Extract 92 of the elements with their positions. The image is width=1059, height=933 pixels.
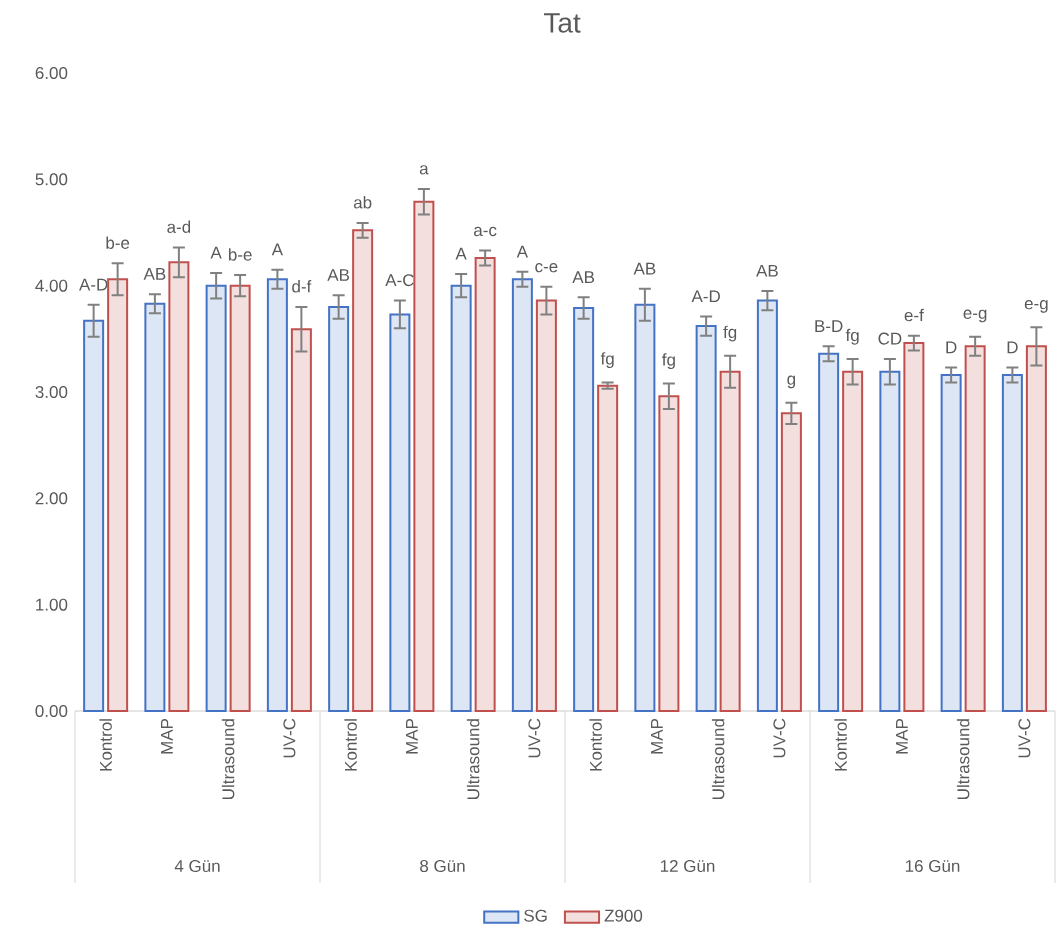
x-tick-label: Kontrol — [834, 719, 847, 771]
y-tick-label: 0.00 — [35, 705, 68, 718]
data-label: fg — [662, 353, 675, 370]
legend-label: SG — [524, 909, 547, 922]
bar — [511, 278, 533, 712]
bar — [1025, 345, 1047, 712]
data-label: g — [787, 375, 796, 389]
y-tick-label: 6.00 — [35, 67, 68, 80]
data-label: D — [946, 341, 957, 354]
x-tick-label: UV-C — [283, 718, 296, 758]
bar — [535, 299, 557, 712]
data-label: fg — [600, 352, 614, 369]
bar — [266, 278, 288, 712]
bar — [450, 284, 472, 712]
data-label: AB — [572, 271, 595, 283]
bar — [83, 319, 105, 712]
data-label: a-c — [474, 226, 497, 237]
data-label: A — [516, 245, 528, 258]
text: 4 Gün — [174, 860, 220, 873]
x-tick-label: Kontrol — [589, 719, 602, 771]
legend-label: Z900 — [604, 909, 643, 922]
bar — [597, 384, 619, 712]
y-tick-label: 2.00 — [35, 492, 68, 505]
data-label: a — [419, 165, 429, 175]
bar — [818, 352, 840, 712]
x-tick-label: Ultrasound — [221, 719, 235, 799]
bar — [634, 303, 656, 712]
bar — [695, 325, 717, 712]
x-tick-label: Ultrasound — [466, 719, 480, 799]
bar — [756, 299, 778, 712]
bar — [328, 305, 350, 712]
data-label: e-g — [963, 309, 987, 323]
data-label: AB — [143, 268, 166, 280]
x-tick-label: MAP — [651, 718, 663, 754]
bar — [107, 278, 129, 712]
bar — [964, 345, 986, 712]
data-label: c-e — [535, 263, 558, 273]
text: 8 Gün — [420, 860, 465, 873]
bar — [352, 229, 374, 712]
y-tick-label: 3.00 — [35, 386, 68, 399]
data-label: AB — [756, 264, 778, 277]
text: 16 Gün — [905, 860, 960, 873]
x-tick-label: Kontrol — [344, 719, 357, 771]
y-tick-label: 1.00 — [36, 598, 68, 611]
bar — [474, 257, 496, 712]
data-label: B-D — [815, 320, 843, 332]
data-label: fg — [845, 328, 859, 345]
bar — [205, 284, 227, 712]
bar — [229, 284, 251, 712]
bar — [780, 412, 802, 712]
data-label: AB — [633, 262, 656, 275]
bar — [903, 342, 925, 712]
bar — [719, 370, 741, 712]
data-label: AB — [327, 269, 350, 281]
x-tick-label: Ultrasound — [711, 719, 725, 799]
data-label: e-f — [904, 308, 924, 322]
text: 12 Gün — [660, 860, 715, 873]
x-tick-label: UV-C — [528, 718, 541, 758]
data-label: A — [210, 246, 222, 259]
bar — [940, 373, 962, 712]
x-tick-label: Ultrasound — [956, 719, 970, 799]
data-label: e-g — [1024, 300, 1048, 313]
x-tick-label: MAP — [896, 718, 908, 754]
y-tick-label: 5.00 — [35, 173, 68, 186]
bar — [842, 370, 864, 712]
bar — [573, 307, 595, 712]
data-label: D — [1007, 341, 1018, 354]
data-label: a-d — [167, 220, 191, 233]
data-label: CD — [878, 332, 902, 345]
data-label: A — [455, 247, 467, 260]
y-tick-label: 4.00 — [35, 279, 68, 292]
bar — [144, 302, 166, 712]
bar — [1001, 373, 1023, 712]
x-tick-label: MAP — [161, 718, 173, 754]
bar — [290, 328, 312, 712]
x-tick-label: UV-C — [773, 718, 786, 758]
data-label: A — [271, 243, 283, 256]
x-tick-label: UV-C — [1018, 718, 1031, 758]
data-label: A-D — [691, 290, 720, 303]
bar — [168, 261, 190, 712]
bar — [658, 395, 680, 712]
x-tick-label: Kontrol — [99, 719, 112, 771]
x-tick-label: MAP — [406, 718, 418, 754]
data-label: b-e — [228, 248, 252, 261]
chart-title: Tat — [543, 13, 581, 33]
bar — [389, 313, 411, 712]
data-label: d-f — [292, 280, 312, 293]
bar — [413, 200, 435, 712]
data-label: fg — [723, 325, 737, 342]
bar — [879, 370, 901, 712]
data-label: b-e — [106, 236, 130, 249]
data-label: ab — [353, 196, 372, 209]
